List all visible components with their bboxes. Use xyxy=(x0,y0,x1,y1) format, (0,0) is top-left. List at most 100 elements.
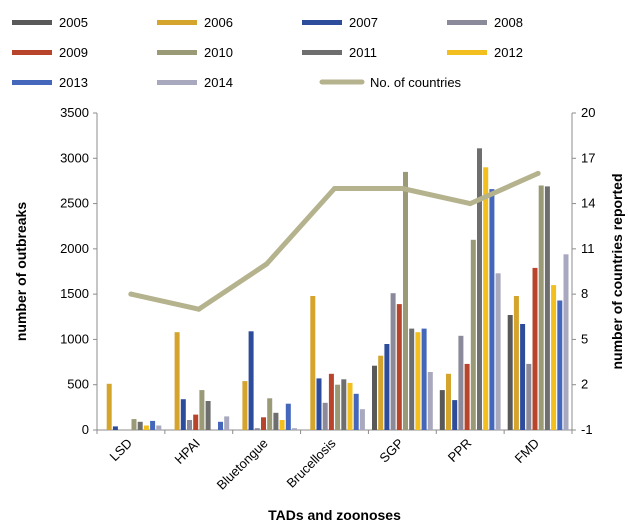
legend-label-2008: 2008 xyxy=(494,15,523,30)
legend-label-2009: 2009 xyxy=(59,45,88,60)
legend-swatch-2009 xyxy=(12,50,52,55)
x-tick-label: PPR xyxy=(445,436,475,466)
bar-2012-LSD xyxy=(143,425,149,430)
y-tick-label: 0 xyxy=(82,422,89,437)
legend-swatch-2011 xyxy=(302,50,342,55)
bar-2014-PPR xyxy=(495,273,501,430)
legend-label-2006: 2006 xyxy=(204,15,233,30)
bar-2010-FMD xyxy=(538,185,544,430)
bar-2006-HPAI xyxy=(174,332,180,430)
legend-label-2013: 2013 xyxy=(59,75,88,90)
bar-2013-FMD xyxy=(557,300,563,430)
legend-swatch-2008 xyxy=(447,20,487,25)
bar-2010-Bluetongue xyxy=(267,398,273,430)
x-axis-title: TADs and zoonoses xyxy=(268,507,401,523)
legend-label-2010: 2010 xyxy=(204,45,233,60)
x-tick-label: HPAI xyxy=(172,436,203,467)
bar-2009-Bluetongue xyxy=(261,417,266,430)
bar-2010-HPAI xyxy=(199,390,205,430)
y2-tick-label: -1 xyxy=(581,422,593,437)
bar-2014-Bluetongue xyxy=(292,428,297,430)
bar-2006-FMD xyxy=(513,296,519,430)
x-tick-label: Bluetongue xyxy=(214,436,271,493)
bar-2008-Brucellosis xyxy=(322,402,328,430)
bar-2008-Bluetongue xyxy=(254,428,260,430)
y2-tick-label: 2 xyxy=(581,377,588,392)
legend-label-2012: 2012 xyxy=(494,45,523,60)
bar-2012-FMD xyxy=(551,285,557,430)
bar-2008-FMD xyxy=(526,363,532,430)
bar-2011-SGP xyxy=(409,328,415,430)
bar-2008-PPR xyxy=(458,335,464,430)
bar-2006-Bluetongue xyxy=(242,381,248,430)
bar-2011-FMD xyxy=(544,186,550,430)
bar-2012-SGP xyxy=(415,332,421,430)
bar-2007-SGP xyxy=(384,344,390,430)
bar-2009-SGP xyxy=(396,304,402,430)
x-tick-label: FMD xyxy=(512,436,543,467)
legend-label-2014: 2014 xyxy=(204,75,233,90)
y2-axis-title: number of countries reported xyxy=(609,173,625,369)
bar-2011-HPAI xyxy=(205,401,211,430)
legend-swatch-2014 xyxy=(157,80,197,85)
y-tick-label: 2500 xyxy=(60,196,89,211)
bar-2007-HPAI xyxy=(180,399,186,430)
bar-2012-Bluetongue xyxy=(279,420,285,430)
bar-2007-FMD xyxy=(520,324,526,430)
legend-label-2007: 2007 xyxy=(349,15,378,30)
bar-2013-Bluetongue xyxy=(285,403,291,430)
legend-swatch-2013 xyxy=(12,80,52,85)
bar-2008-SGP xyxy=(390,293,396,430)
bar-2007-PPR xyxy=(452,400,458,430)
bar-2013-HPAI xyxy=(218,421,223,430)
y-axis-title: number of outbreaks xyxy=(13,202,29,341)
legend-label-countries: No. of countries xyxy=(370,75,462,90)
y2-tick-label: 14 xyxy=(581,196,595,211)
bar-2010-Brucellosis xyxy=(335,384,341,430)
bar-2005-SGP xyxy=(372,365,377,430)
x-tick-label: LSD xyxy=(107,436,135,464)
bar-2013-LSD xyxy=(150,420,156,430)
bar-2009-PPR xyxy=(464,363,470,430)
bar-2014-Brucellosis xyxy=(359,409,365,430)
bar-2011-LSD xyxy=(137,421,143,430)
bar-2009-HPAI xyxy=(193,414,199,430)
bar-2007-Brucellosis xyxy=(316,378,322,430)
bar-2013-SGP xyxy=(421,328,427,430)
legend-label-2005: 2005 xyxy=(59,15,88,30)
bar-2005-PPR xyxy=(439,390,445,430)
countries-point xyxy=(196,306,202,312)
legend-swatch-2006 xyxy=(157,20,197,25)
bar-2010-PPR xyxy=(470,239,476,430)
bar-2014-HPAI xyxy=(224,416,230,430)
bar-2014-LSD xyxy=(156,425,162,430)
bar-2014-FMD xyxy=(563,254,569,430)
bar-2007-LSD xyxy=(112,426,118,430)
bar-2010-LSD xyxy=(131,419,137,430)
y-tick-label: 1000 xyxy=(60,331,89,346)
bar-2012-PPR xyxy=(483,167,489,431)
x-tick-label: SGP xyxy=(376,436,406,466)
bar-2006-Brucellosis xyxy=(310,296,316,430)
bar-2010-SGP xyxy=(403,171,408,430)
y-tick-label: 1500 xyxy=(60,286,89,301)
bar-2006-LSD xyxy=(106,383,112,430)
legend-swatch-2010 xyxy=(157,50,197,55)
countries-point xyxy=(399,186,405,191)
legend-label-2011: 2011 xyxy=(349,45,377,60)
countries-point xyxy=(535,170,541,176)
bar-2011-PPR xyxy=(477,148,482,431)
bar-2013-PPR xyxy=(489,189,495,430)
bar-2012-Brucellosis xyxy=(347,382,353,430)
countries-point xyxy=(467,201,473,207)
bar-2005-FMD xyxy=(507,315,513,430)
countries-point xyxy=(264,261,270,267)
y2-tick-label: 5 xyxy=(581,331,588,346)
y-tick-label: 3000 xyxy=(60,150,89,165)
legend-swatch-2005 xyxy=(12,20,52,25)
x-tick-label: Brucellosis xyxy=(284,435,339,490)
y2-tick-label: 17 xyxy=(581,150,595,165)
bar-2006-SGP xyxy=(378,355,384,430)
